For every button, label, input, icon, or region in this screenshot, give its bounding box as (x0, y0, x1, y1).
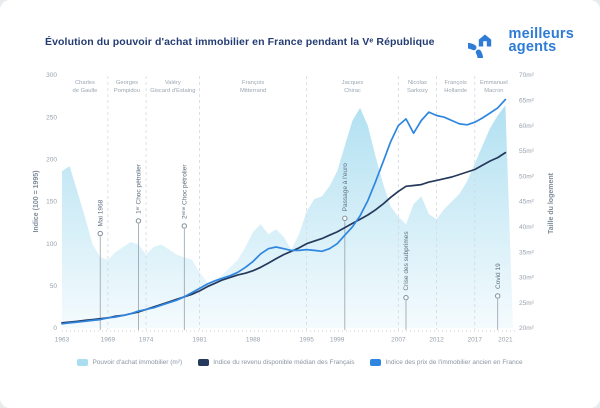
president-label: Mitterrand (240, 88, 266, 94)
legend-label: Indice des prix de l'immobilier ancien e… (385, 359, 523, 366)
right-axis-tick: 50m² (519, 173, 535, 180)
president-label: François (242, 80, 264, 86)
left-axis-tick: 300 (46, 72, 57, 79)
president-label: de Gaulle (73, 88, 98, 94)
right-axis-tick: 65m² (519, 98, 535, 105)
house-circle-icon (467, 34, 491, 58)
brand-name: meilleurs agents (508, 26, 574, 55)
president-label: François (445, 80, 467, 86)
president-label: Giscard d'Estaing (150, 88, 195, 94)
event-dot-3 (342, 215, 348, 222)
x-axis-tick: 1988 (246, 337, 261, 344)
x-axis-tick: 1981 (192, 337, 207, 344)
right-axis-tick: 40m² (519, 224, 535, 231)
right-axis-tick: 45m² (519, 199, 535, 206)
event-label-1: 1ᵉʳ Choc pétrolier (136, 163, 143, 214)
president-label: Nicolas (408, 80, 427, 86)
event-label-0: Mai 1968 (97, 199, 104, 226)
event-label-4: Crise des subprimes (403, 231, 410, 291)
x-axis-tick: 2012 (429, 337, 444, 344)
president-label: Sarkozy (407, 88, 428, 94)
x-axis-tick: 1995 (299, 337, 314, 344)
right-axis-tick: 20m² (519, 325, 535, 332)
legend-label: Indice du revenu disponible médian des F… (213, 359, 355, 366)
president-label: Macron (484, 88, 503, 94)
event-label-2: 2ᵉᵐᵉ Choc pétrolier (182, 164, 189, 219)
brand-name-line1: meilleurs (508, 26, 574, 42)
president-label: Valéry (165, 80, 181, 86)
legend-item-0: Pouvoir d'achat immobilier (m²) (77, 359, 182, 366)
president-label: Jacques (342, 80, 364, 86)
left-axis-tick: 0 (53, 325, 57, 332)
left-axis-tick: 250 (46, 114, 57, 121)
right-axis-tick: 25m² (519, 300, 535, 307)
president-label: Chirac (344, 88, 361, 94)
left-axis-title: Indice (100 = 1995) (33, 170, 40, 232)
event-dot-2 (181, 223, 188, 229)
x-axis-tick: 2021 (498, 337, 513, 344)
president-label: Emmanuel (480, 80, 508, 86)
right-axis-tick: 55m² (519, 148, 535, 155)
left-axis-tick: 100 (46, 241, 57, 248)
x-axis-tick: 1999 (330, 337, 345, 344)
event-dot-5 (495, 293, 501, 299)
president-label: Pompidou (114, 88, 140, 94)
x-axis-tick: 1974 (139, 337, 154, 344)
right-axis-tick: 70m² (519, 72, 535, 79)
brand-logo: meilleurs agents (467, 24, 574, 58)
legend-color-chip (77, 359, 89, 366)
series-area-pouvoir-achat (62, 105, 513, 329)
legend-item-1: Indice du revenu disponible médian des F… (198, 359, 354, 366)
left-axis-tick: 150 (46, 199, 57, 206)
president-label: Charles (75, 80, 95, 86)
right-axis-tick: 30m² (519, 275, 535, 282)
event-dot-1 (135, 218, 142, 224)
event-label-3: Passage à l'euro (342, 163, 349, 212)
series-line-prix (61, 98, 507, 325)
event-label-5: Covid 19 (495, 263, 502, 289)
x-axis-tick: 2017 (468, 337, 483, 344)
event-dot-0 (97, 230, 103, 237)
left-axis-tick: 50 (50, 283, 58, 290)
legend-color-chip (370, 359, 382, 366)
legend-color-chip (198, 359, 210, 366)
chart-legend: Pouvoir d'achat immobilier (m²) Indice du… (0, 359, 600, 366)
event-dot-4 (403, 294, 409, 301)
x-axis-tick: 1969 (101, 337, 116, 344)
legend-item-2: Indice des prix de l'immobilier ancien e… (370, 359, 523, 366)
x-axis-tick: 2007 (391, 337, 406, 344)
x-axis-tick: 1963 (55, 337, 70, 344)
right-axis-tick: 35m² (519, 249, 535, 256)
right-axis-title: Taille du logement (548, 172, 555, 234)
president-label: Georges (116, 80, 138, 86)
right-axis-tick: 60m² (519, 123, 535, 130)
president-label: Hollande (444, 88, 467, 94)
left-axis-tick: 200 (46, 157, 57, 164)
page-title: Évolution du pouvoir d'achat immobilier … (45, 36, 435, 48)
legend-label: Pouvoir d'achat immobilier (m²) (92, 359, 183, 366)
brand-name-line2: agents (508, 39, 557, 55)
